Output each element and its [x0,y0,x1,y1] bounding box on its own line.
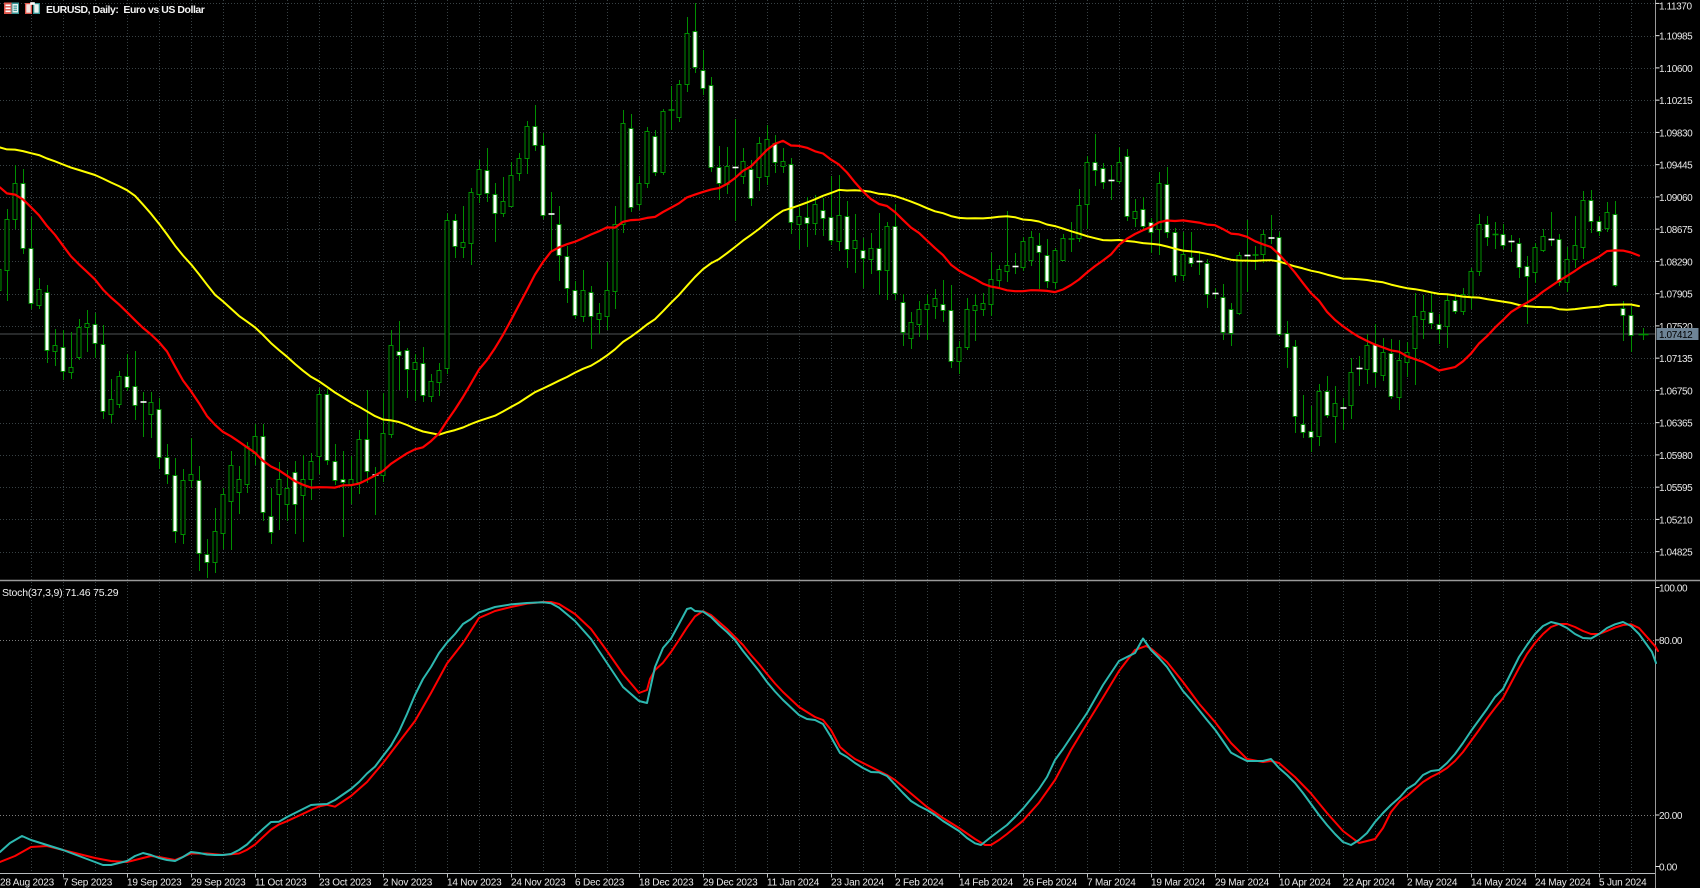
svg-text:24 Nov 2023: 24 Nov 2023 [511,878,566,888]
svg-text:1.09830: 1.09830 [1659,128,1693,139]
svg-text:1.05210: 1.05210 [1659,515,1693,526]
svg-text:80.00: 80.00 [1659,636,1683,647]
svg-text:23 Jan 2024: 23 Jan 2024 [831,878,884,888]
svg-text:2 May 2024: 2 May 2024 [1407,878,1458,888]
svg-text:2 Nov 2023: 2 Nov 2023 [383,878,433,888]
svg-text:10 Apr 2024: 10 Apr 2024 [1279,878,1331,888]
svg-text:1.07905: 1.07905 [1659,290,1693,301]
svg-text:1.10985: 1.10985 [1659,32,1693,43]
svg-text:11 Jan 2024: 11 Jan 2024 [767,878,820,888]
svg-text:1.07520: 1.07520 [1659,322,1693,333]
svg-text:1.10600: 1.10600 [1659,64,1693,75]
svg-text:1.09445: 1.09445 [1659,161,1693,172]
svg-text:EURUSD, Daily: Euro vs US Dol: EURUSD, Daily: Euro vs US Dollar [46,4,205,16]
svg-text:1.08290: 1.08290 [1659,257,1693,268]
svg-text:22 Apr 2024: 22 Apr 2024 [1343,878,1395,888]
svg-text:1.07135: 1.07135 [1659,354,1693,365]
svg-text:1.08675: 1.08675 [1659,225,1693,236]
svg-text:29 Mar 2024: 29 Mar 2024 [1215,878,1270,888]
svg-text:1.06365: 1.06365 [1659,419,1693,430]
svg-text:14 May 2024: 14 May 2024 [1471,878,1527,888]
svg-text:24 May 2024: 24 May 2024 [1535,878,1591,888]
svg-text:23 Oct 2023: 23 Oct 2023 [319,878,372,888]
svg-text:1.07412: 1.07412 [1659,330,1693,341]
svg-text:7 Mar 2024: 7 Mar 2024 [1087,878,1136,888]
svg-text:28 Aug 2023: 28 Aug 2023 [0,878,55,888]
svg-text:19 Sep 2023: 19 Sep 2023 [127,878,182,888]
svg-text:Stoch(37,3,9) 71.46 75.29: Stoch(37,3,9) 71.46 75.29 [2,587,119,599]
svg-text:0.00: 0.00 [1659,862,1678,873]
svg-text:1.06750: 1.06750 [1659,386,1693,397]
svg-text:1.04825: 1.04825 [1659,548,1693,559]
svg-text:29 Sep 2023: 29 Sep 2023 [191,878,246,888]
svg-text:1.10215: 1.10215 [1659,96,1693,107]
svg-text:100.00: 100.00 [1659,583,1688,594]
svg-text:18 Dec 2023: 18 Dec 2023 [639,878,694,888]
svg-text:14 Nov 2023: 14 Nov 2023 [447,878,502,888]
svg-text:1.05980: 1.05980 [1659,451,1693,462]
svg-text:26 Feb 2024: 26 Feb 2024 [1023,878,1078,888]
svg-text:29 Dec 2023: 29 Dec 2023 [703,878,758,888]
svg-text:20.00: 20.00 [1659,811,1683,822]
svg-text:1.09060: 1.09060 [1659,193,1693,204]
svg-text:7 Sep 2023: 7 Sep 2023 [63,878,113,888]
svg-text:6 Dec 2023: 6 Dec 2023 [575,878,625,888]
svg-text:11 Oct 2023: 11 Oct 2023 [255,878,307,888]
svg-text:5 Jun 2024: 5 Jun 2024 [1599,878,1647,888]
svg-text:1.05595: 1.05595 [1659,483,1693,494]
svg-text:1.11370: 1.11370 [1659,1,1692,12]
svg-text:2 Feb 2024: 2 Feb 2024 [895,878,944,888]
svg-text:14 Feb 2024: 14 Feb 2024 [959,878,1014,888]
svg-text:19 Mar 2024: 19 Mar 2024 [1151,878,1206,888]
